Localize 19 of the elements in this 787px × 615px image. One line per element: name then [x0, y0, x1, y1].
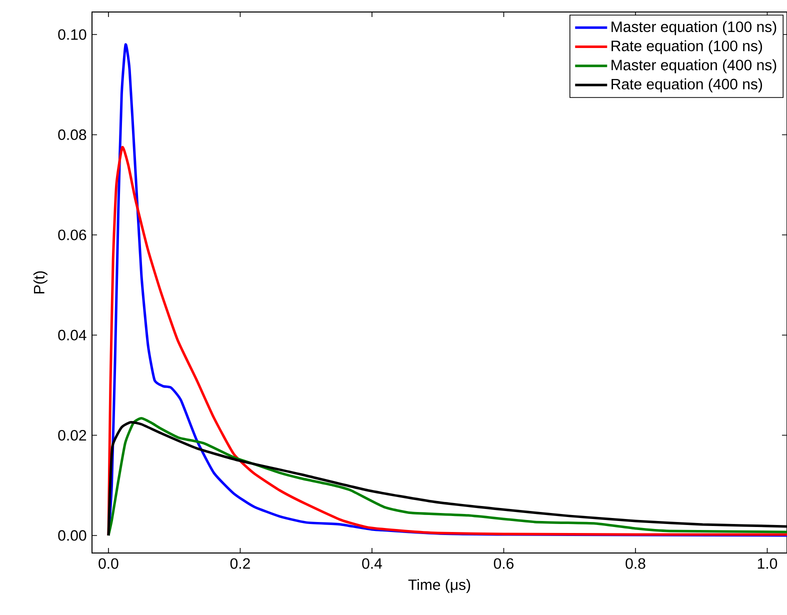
y-tick-label: 0.04	[58, 330, 86, 340]
legend-label: Rate equation (400 ns)	[612, 78, 762, 92]
x-tick-label: 0.4	[362, 558, 382, 569]
legend-label: Master equation (400 ns)	[612, 59, 776, 74]
y-tick-label: 0.02	[58, 430, 86, 441]
y-tick-label: 0.06	[58, 230, 86, 240]
legend-label: Rate equation (100 ns)	[612, 40, 762, 54]
y-tick-label: 0.00	[58, 530, 86, 541]
x-tick-label: 1.0	[758, 558, 778, 569]
x-tick-label: 0.6	[494, 558, 514, 569]
y-axis-title: P(t)	[33, 271, 48, 294]
legend-label: Master equation (100 ns)	[612, 21, 776, 36]
line-series	[107, 146, 787, 537]
x-axis-title: Time (μs)	[408, 579, 470, 593]
x-tick-label: 0.0	[98, 558, 118, 569]
y-tick-label: 0.08	[58, 129, 86, 140]
x-tick-label: 0.2	[230, 558, 250, 569]
x-tick-label: 0.8	[626, 558, 646, 569]
y-tick-label: 0.10	[58, 29, 86, 40]
